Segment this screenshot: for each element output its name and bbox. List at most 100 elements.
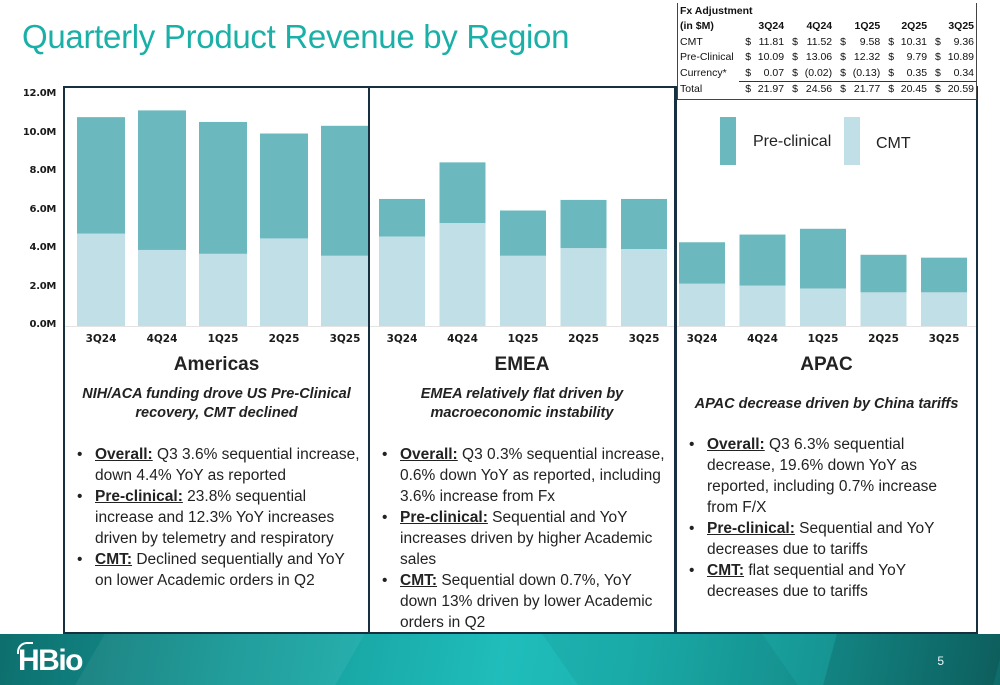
fx-cell-value: 0.34 <box>953 66 974 79</box>
fx-cell-value: 0.07 <box>763 66 785 79</box>
bar-cmt-1Q25 <box>199 253 247 326</box>
panel-apac: 3Q24 4Q24 1Q25 2Q25 3Q25 Pre-clinical CMT AP… <box>675 86 978 634</box>
bullet-label: Pre-clinical: <box>400 509 488 526</box>
bar-preclinical-3Q25 <box>621 198 667 249</box>
fx-row: CMT $11.81 $11.52 $9.58 $10.31 $9.36 <box>678 34 976 50</box>
fx-row: Currency* $0.07 $ (0.02) $ (0.13) $0.35 $0.34 <box>678 65 976 81</box>
bar-cmt-3Q25 <box>321 255 369 326</box>
y-tick-label: 6.0M <box>29 203 57 215</box>
fx-currency-symbol: $ <box>929 80 944 97</box>
bullet-label: CMT: <box>400 572 438 589</box>
x-tick-label: 1Q25 <box>208 333 239 345</box>
bar-cmt-3Q24 <box>77 233 125 326</box>
bullet-text: Q3 6.3% sequential decrease, 19.6% down … <box>707 436 938 516</box>
x-axis-line <box>677 326 976 327</box>
legend-label-cmt: CMT <box>876 135 911 152</box>
fx-header-row-1: Fx Adjustment <box>678 3 976 19</box>
bullet-text: Sequential and YoY decreases due to tari… <box>707 520 935 558</box>
region-name-apac: APAC <box>800 354 853 375</box>
bullet-label: Overall: <box>400 446 458 463</box>
fx-spacer <box>786 19 801 35</box>
fx-currency-symbol: $ <box>739 80 754 97</box>
x-tick-label: 2Q25 <box>269 333 300 345</box>
fx-spacer <box>739 19 754 35</box>
region-name-emea: EMEA <box>494 354 550 375</box>
fx-cell-value: 21.97 <box>753 80 787 97</box>
y-tick-label: 2.0M <box>29 280 57 292</box>
x-tick-label: 2Q25 <box>568 333 599 345</box>
x-tick-label: 3Q24 <box>687 333 718 345</box>
x-tick-label: 3Q25 <box>929 333 960 345</box>
fx-table-body: CMT $11.81 $11.52 $9.58 $10.31 $9.36 Pre-Clini… <box>678 34 976 97</box>
fx-currency-symbol: $ <box>792 51 798 64</box>
bar-cmt-4Q24 <box>138 249 186 326</box>
fx-currency-symbol: $ <box>840 35 846 48</box>
bullet-preclinical: Pre-clinical: Sequential and YoY increas… <box>382 507 670 570</box>
bar-preclinical-2Q25 <box>260 133 308 239</box>
bar-cmt-1Q25 <box>800 288 846 326</box>
y-tick-label: 0.0M <box>29 319 57 330</box>
chart-americas: 3Q24 4Q24 1Q25 2Q25 3Q25 <box>65 110 369 345</box>
fx-currency-symbol: $ <box>786 80 801 97</box>
fx-cell-value: 10.89 <box>947 51 974 64</box>
fx-currency-symbol: $ <box>888 51 895 64</box>
bar-cmt-3Q25 <box>621 249 667 326</box>
bar-preclinical-3Q24 <box>379 198 425 237</box>
bullet-overall: Overall: Q3 6.3% sequential decrease, 19… <box>689 434 972 518</box>
bar-preclinical-1Q25 <box>199 121 247 254</box>
bar-preclinical-1Q25 <box>800 228 846 289</box>
panel-americas: 3Q24 4Q24 1Q25 2Q25 3Q25 Americas NIH/ACA fu… <box>63 86 370 634</box>
bullet-label: Overall: <box>95 446 153 463</box>
bar-cmt-2Q25 <box>260 238 308 326</box>
fx-cell-value: 20.45 <box>896 80 930 97</box>
x-tick-label: 3Q24 <box>387 333 418 345</box>
bullet-text: 23.8% sequential increase and 12.3% YoY … <box>95 488 335 547</box>
fx-currency-symbol: $ <box>888 66 895 79</box>
fx-currency-symbol: $ <box>935 35 941 48</box>
bar-preclinical-2Q25 <box>860 254 907 293</box>
bullet-label: Pre-clinical: <box>707 520 795 537</box>
y-tick-label: 10.0M <box>22 126 56 138</box>
fx-currency-symbol: $ <box>888 35 895 48</box>
bullet-preclinical: Pre-clinical: Sequential and YoY decreas… <box>689 518 972 560</box>
footer-decoration <box>542 634 798 685</box>
fx-currency-symbol: $ <box>840 66 846 79</box>
fx-currency-symbol: $ <box>840 51 846 64</box>
bullet-cmt: CMT: flat sequential and YoY decreases d… <box>689 560 972 602</box>
fx-cell-value: 10.31 <box>900 35 928 48</box>
x-tick-label: 4Q24 <box>447 333 478 345</box>
fx-currency-symbol: $ <box>935 51 941 64</box>
fx-currency-symbol: $ <box>792 66 798 79</box>
fx-row-label: CMT <box>680 35 703 48</box>
fx-column-header: 3Q24 <box>758 20 785 33</box>
fx-spacer <box>882 19 897 35</box>
bullet-cmt: CMT: Sequential down 0.7%, YoY down 13% … <box>382 570 670 633</box>
bar-cmt-2Q25 <box>860 292 907 326</box>
bar-preclinical-4Q24 <box>439 162 486 224</box>
y-tick-label: 12.0M <box>22 88 56 99</box>
bullet-preclinical: Pre-clinical: 23.8% sequential increase … <box>77 486 364 549</box>
bar-preclinical-2Q25 <box>560 199 607 249</box>
fx-header-units: (in $M) <box>680 20 714 33</box>
fx-cell-value: 20.59 <box>943 80 976 97</box>
fx-cell-value: 21.77 <box>848 80 883 97</box>
bullet-cmt: CMT: Declined sequentially and YoY on lo… <box>77 549 364 591</box>
bullet-label: CMT: <box>95 551 133 568</box>
fx-cell-value: 13.06 <box>805 51 833 64</box>
bar-cmt-4Q24 <box>739 285 786 326</box>
bar-preclinical-1Q25 <box>500 210 546 256</box>
fx-cell-value: 11.81 <box>758 35 785 48</box>
legend-label-preclinical: Pre-clinical <box>753 133 832 150</box>
bar-cmt-3Q25 <box>921 292 967 326</box>
bullets-apac: Overall: Q3 6.3% sequential decrease, 19… <box>687 434 972 602</box>
fx-row: Pre-Clinical $10.09 $13.06 $12.32 $9.79 $10.8… <box>678 50 976 66</box>
fx-cell-value: 10.09 <box>757 51 785 64</box>
bar-preclinical-4Q24 <box>138 110 186 250</box>
bar-cmt-2Q25 <box>560 248 607 326</box>
fx-currency-symbol: $ <box>745 66 752 79</box>
fx-column-header: 3Q25 <box>948 20 974 33</box>
legend-swatch-preclinical <box>720 117 736 165</box>
x-axis-line <box>370 326 674 327</box>
bar-preclinical-3Q24 <box>679 242 725 284</box>
fx-cell-value: 24.56 <box>800 80 835 97</box>
